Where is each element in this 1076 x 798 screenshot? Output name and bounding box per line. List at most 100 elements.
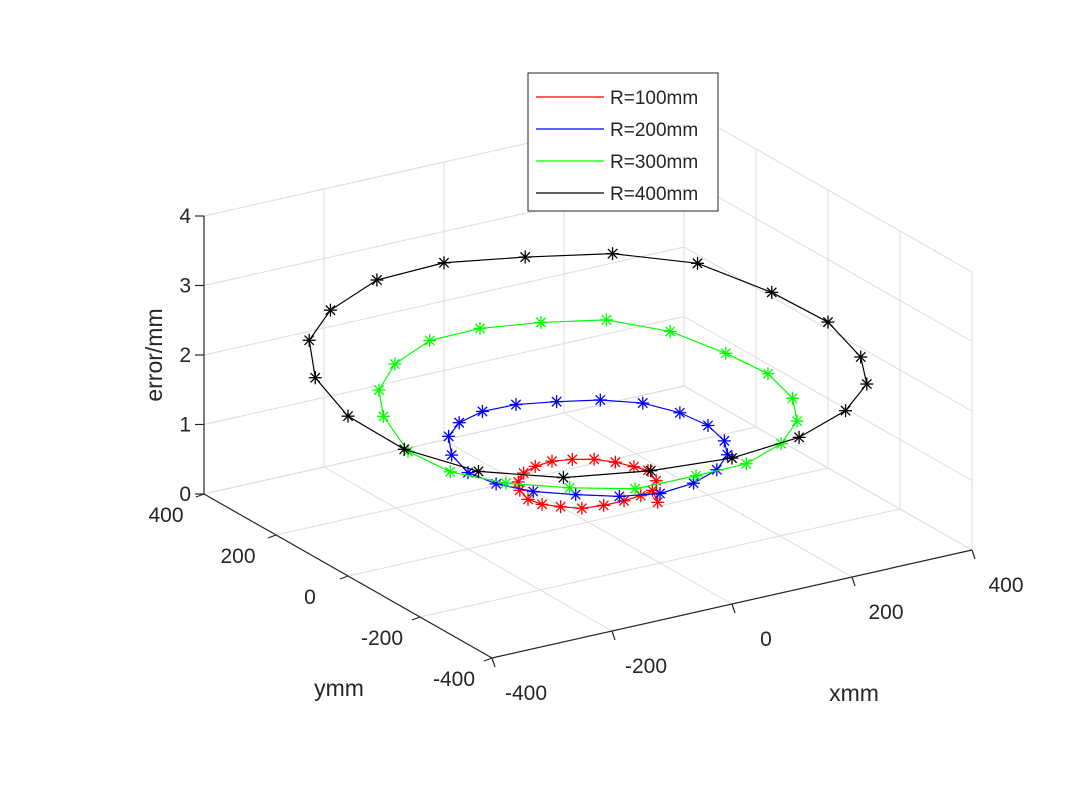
data-point-r-300mm [739, 457, 753, 471]
data-point-r-300mm [689, 469, 703, 483]
data-point-r-300mm [563, 481, 577, 495]
data-point-r-200mm [612, 489, 626, 503]
z-tick-label: 4 [179, 205, 191, 228]
data-point-r-200mm [701, 419, 715, 432]
data-point-r-100mm [597, 498, 611, 512]
data-point-r-100mm [535, 497, 549, 511]
x-axis-label: xmm [829, 680, 879, 706]
grid-line-z-side-wall [683, 316, 973, 481]
grid-line-z-side-wall [683, 246, 973, 412]
grid-line-y-floor [275, 426, 757, 536]
data-point-r-100mm [554, 500, 568, 514]
series-r-400mm [302, 247, 874, 485]
z-tick-label: 3 [179, 275, 191, 298]
data-point-r-200mm [717, 434, 731, 448]
data-point-r-100mm [627, 460, 641, 474]
data-point-r-400mm [341, 409, 355, 423]
legend-entry-label: R=100mm [610, 88, 698, 109]
legend-entry-label: R=400mm [610, 184, 698, 205]
data-point-r-300mm [388, 357, 402, 371]
data-point-r-100mm [587, 452, 601, 466]
data-point-r-400mm [323, 303, 337, 317]
data-point-r-200mm [593, 393, 607, 407]
y-tick-label: -400 [433, 668, 475, 691]
data-point-r-100mm [521, 492, 535, 506]
data-point-r-200mm [636, 396, 650, 410]
data-point-r-200mm [687, 476, 701, 490]
data-point-r-100mm [651, 495, 665, 509]
legend-entry-label: R=200mm [610, 120, 698, 141]
grid-line-z-side-wall [683, 107, 973, 273]
y-axis-label: ymm [314, 675, 364, 701]
chart-series [302, 247, 874, 515]
series-r-100mm [511, 452, 665, 515]
data-point-r-300mm [599, 313, 613, 327]
x-tick-mark [971, 549, 976, 560]
data-point-r-400mm [860, 377, 874, 391]
data-point-r-200mm [673, 406, 687, 420]
data-point-r-400mm [691, 256, 705, 270]
y-tick-mark [267, 534, 277, 539]
data-point-r-300mm [443, 465, 457, 479]
y-tick-label: 0 [304, 586, 316, 609]
z-axis-label: error/mm [141, 308, 167, 401]
data-point-r-400mm [437, 256, 451, 270]
y-tick-label: -200 [361, 627, 403, 650]
data-point-r-400mm [370, 273, 384, 287]
data-point-r-200mm [445, 448, 459, 462]
axis-labels: xmm ymm error/mm [141, 308, 879, 706]
data-point-r-100mm [575, 501, 589, 515]
data-point-r-300mm [372, 383, 386, 397]
grid-line-z-back-wall [203, 246, 685, 356]
data-point-r-200mm [550, 395, 564, 409]
data-point-r-300mm [719, 346, 733, 360]
data-point-r-100mm [634, 489, 648, 503]
data-point-r-400mm [308, 371, 322, 385]
data-point-r-300mm [786, 391, 800, 405]
data-point-r-300mm [499, 476, 513, 490]
data-point-r-300mm [423, 334, 437, 348]
z-tick-label: 1 [179, 414, 191, 437]
data-point-r-400mm [765, 285, 779, 299]
x-tick-label: 400 [988, 574, 1023, 597]
chart-legend: R=100mm R=200mm R=300mm R=400mm [527, 72, 719, 212]
data-point-r-200mm [475, 404, 489, 418]
data-point-r-200mm [569, 488, 583, 502]
series-r-200mm [442, 393, 734, 503]
series-r-300mm [372, 313, 804, 496]
x-tick-mark [851, 576, 856, 587]
data-point-r-400mm [839, 404, 853, 418]
data-point-r-200mm [509, 398, 523, 412]
x-tick-mark [491, 657, 496, 668]
data-point-r-100mm [528, 459, 542, 473]
data-point-r-200mm [526, 485, 540, 499]
data-point-r-400mm [644, 464, 658, 478]
y-tick-label: 400 [148, 504, 183, 527]
chart-axes [195, 215, 976, 668]
data-point-r-400mm [821, 315, 835, 329]
data-point-r-100mm [608, 455, 622, 469]
data-point-r-200mm [653, 487, 667, 500]
grid-line-y-floor [419, 508, 901, 618]
x-tick-label: 200 [868, 601, 903, 624]
data-point-r-300mm [473, 321, 487, 335]
data-point-r-400mm [792, 430, 806, 444]
data-point-r-400mm [397, 442, 411, 456]
data-point-r-200mm [489, 477, 503, 491]
data-point-r-200mm [452, 416, 466, 430]
z-tick-label: 0 [179, 483, 191, 506]
data-point-r-200mm [442, 429, 456, 443]
data-point-r-300mm [376, 409, 390, 423]
data-point-r-300mm [534, 315, 548, 329]
data-point-r-300mm [663, 324, 677, 338]
data-point-r-100mm [513, 483, 527, 497]
x-tick-mark [611, 630, 616, 641]
z-tick-label: 2 [179, 344, 191, 367]
grid-line-z-back-wall [203, 316, 685, 425]
legend-entry-label: R=300mm [610, 152, 698, 173]
x-tick-label: -200 [625, 655, 667, 678]
data-point-r-100mm [565, 452, 579, 466]
data-point-r-300mm [628, 482, 642, 496]
y-tick-mark [483, 657, 493, 662]
